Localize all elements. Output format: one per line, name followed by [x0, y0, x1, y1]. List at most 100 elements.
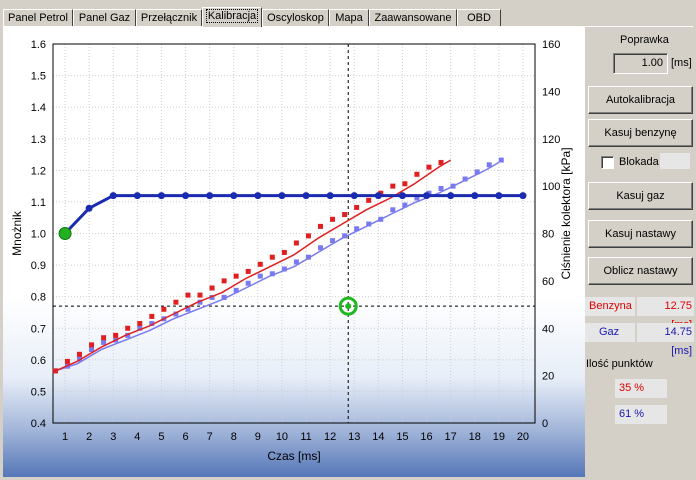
petrol-point: [257, 261, 263, 267]
petrol-point: [366, 197, 372, 203]
multiplier-point: [206, 192, 214, 200]
gas-point: [438, 185, 444, 191]
gas-point: [486, 162, 492, 168]
gas-series-line: [55, 161, 500, 372]
petrol-point: [77, 351, 83, 357]
x-tick-label: 20: [517, 431, 529, 443]
petrol-point: [318, 223, 324, 229]
x-tick-label: 3: [110, 431, 116, 443]
x-axis-label: Czas [ms]: [267, 449, 320, 463]
plot-frame: [52, 43, 536, 424]
tab-panel-petrol[interactable]: Panel Petrol: [3, 9, 73, 26]
gas-point: [474, 169, 480, 175]
gas-point: [450, 183, 456, 189]
calibration-chart-panel[interactable]: 1 2 3 4 5 6 7 8 9 10 11 12 13 14 15 16 17 18 19 20 0.4 0.5 0.6…: [3, 27, 585, 477]
petrol-point: [89, 342, 95, 348]
x-tick-label: 9: [255, 431, 261, 443]
multiplier-point: [85, 204, 93, 212]
tab-obd[interactable]: OBD: [457, 9, 501, 26]
petrol-point: [269, 254, 275, 260]
y-tick-label: 0.6: [31, 355, 46, 367]
petrol-point: [305, 233, 311, 239]
petrol-point: [426, 164, 432, 170]
tab-panel-gaz[interactable]: Panel Gaz: [73, 9, 136, 26]
petrol-point: [149, 313, 155, 319]
y-tick-label: 1.4: [31, 102, 46, 114]
tab-mapa[interactable]: Mapa: [329, 9, 369, 26]
gas-point: [390, 207, 396, 213]
tab-kalibracja[interactable]: Kalibracja: [202, 7, 262, 27]
gas-point: [378, 216, 384, 222]
multiplier-point: [133, 192, 141, 200]
petrol-point: [233, 273, 239, 279]
kasuj-gaz-button[interactable]: Kasuj gaz: [588, 182, 693, 210]
petrol-point: [64, 358, 70, 364]
blokada-spacer: [660, 153, 690, 169]
tab-label: Mapa: [335, 12, 363, 24]
multiplier-point: [109, 192, 117, 200]
multiplier-point: [157, 192, 165, 200]
gas-point: [221, 294, 227, 300]
kasuj-benzyne-button[interactable]: Kasuj benzynę: [588, 119, 693, 147]
x-tick-label: 5: [158, 431, 164, 443]
x-tick-label: 12: [324, 431, 336, 443]
multiplier-point: [519, 192, 527, 200]
blokada-checkbox[interactable]: [601, 156, 614, 169]
gas-point: [462, 176, 468, 182]
gaz-value-box: 14.75 [ms]: [637, 323, 694, 357]
gas-point: [173, 311, 179, 317]
calibration-chart[interactable]: 1 2 3 4 5 6 7 8 9 10 11 12 13 14 15 16 17 18 19 200.40.50.6…: [3, 27, 585, 477]
petrol-point: [101, 335, 107, 341]
multiplier-point: [495, 192, 503, 200]
x-tick-label: 14: [372, 431, 384, 443]
multiplier-point: [254, 192, 262, 200]
gas-point: [185, 306, 191, 312]
petrol-point: [52, 368, 58, 374]
y2-tick-label: 80: [542, 229, 554, 241]
x-tick-label: 2: [86, 431, 92, 443]
gas-point: [197, 299, 203, 305]
x-tick-label: 18: [469, 431, 481, 443]
benzyna-percent-box: 35 %: [615, 379, 667, 398]
poprawka-input[interactable]: 1.00: [613, 53, 668, 74]
multiplier-point: [423, 192, 431, 200]
kasuj-nastawy-button[interactable]: Kasuj nastawy: [588, 220, 693, 248]
multiplier-point: [182, 192, 190, 200]
blokada-label: Blokada: [619, 156, 659, 168]
x-tick-label: 13: [348, 431, 360, 443]
y2-tick-label: 100: [542, 181, 560, 193]
gas-point: [77, 356, 83, 362]
multiplier-point: [374, 192, 382, 200]
petrol-point: [185, 292, 191, 298]
multiplier-point: [326, 192, 334, 200]
gas-point: [257, 273, 263, 279]
ilosc-punktow-label: Ilość punktów: [586, 358, 653, 370]
y-tick-label: 0.4: [31, 418, 46, 430]
gas-point: [137, 325, 143, 331]
petrol-point: [245, 268, 251, 274]
tab-przelacznik[interactable]: Przełącznik: [136, 9, 202, 26]
y-tick-label: 0.7: [31, 323, 46, 335]
poprawka-unit: [ms]: [671, 57, 692, 69]
petrol-point: [173, 299, 179, 305]
x-tick-label: 15: [396, 431, 408, 443]
y-tick-label: 1.2: [31, 165, 46, 177]
gas-point: [305, 254, 311, 260]
petrol-point: [330, 216, 336, 222]
y2-tick-label: 120: [542, 134, 560, 146]
petrol-point: [197, 292, 203, 298]
y2-tick-label: 20: [542, 371, 554, 383]
tab-label: Kalibracja: [205, 9, 259, 23]
petrol-point: [281, 249, 287, 255]
autokalibracja-button[interactable]: Autokalibracja: [588, 86, 693, 114]
multiplier-point: [447, 192, 455, 200]
x-tick-label: 17: [445, 431, 457, 443]
oblicz-nastawy-button[interactable]: Oblicz nastawy: [588, 257, 693, 285]
y-tick-label: 0.8: [31, 292, 46, 304]
multiplier-series-line: [63, 194, 523, 235]
tab-oscyloskop[interactable]: Oscyloskop: [262, 9, 329, 26]
y-tick-label: 1.3: [31, 134, 46, 146]
y2-tick-label: 60: [542, 276, 554, 288]
y2-axis-label: Ciśnienie kolektora [kPa]: [559, 147, 573, 279]
tab-zaawansowane[interactable]: Zaawansowane: [369, 9, 457, 26]
